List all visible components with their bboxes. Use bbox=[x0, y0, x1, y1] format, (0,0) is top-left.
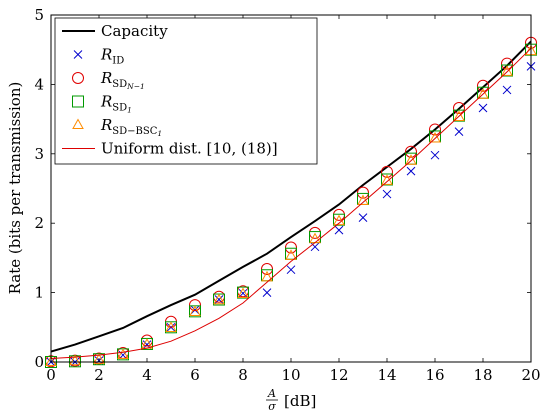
y-tick-label: 4 bbox=[34, 75, 44, 93]
x-axis-label-numerator: A bbox=[267, 387, 276, 400]
x-axis-label: A σ [dB] bbox=[266, 387, 316, 413]
x-tick-label: 14 bbox=[377, 366, 396, 384]
x-tick-label: 12 bbox=[329, 366, 348, 384]
legend-label: RID bbox=[100, 46, 124, 67]
legend-label: RSD−BSC1 bbox=[100, 116, 162, 138]
y-tick-label: 2 bbox=[34, 214, 44, 232]
data-point-rsdn bbox=[189, 299, 201, 312]
data-point-rsdbsc bbox=[453, 110, 465, 122]
x-axis-label-denominator: σ bbox=[268, 400, 276, 413]
data-point-rid bbox=[382, 189, 392, 199]
data-point-rsdbsc bbox=[189, 305, 201, 317]
legend-entry-rsd1: RSD1 bbox=[72, 93, 132, 115]
x-tick-label: 16 bbox=[425, 366, 444, 384]
data-point-rsd1 bbox=[333, 213, 345, 226]
data-point-rsdbsc bbox=[93, 353, 105, 364]
data-point-rid bbox=[262, 288, 272, 297]
y-tick-label: 3 bbox=[34, 145, 44, 163]
data-point-rsdbsc bbox=[237, 287, 249, 298]
data-point-rsd1 bbox=[501, 64, 513, 77]
data-point-rid bbox=[478, 103, 488, 113]
data-point-rsd1 bbox=[381, 173, 393, 186]
legend-entry-rsdn: RSDN−1 bbox=[72, 69, 145, 91]
legend-entry-uniform: Uniform dist. [10, (18)] bbox=[62, 140, 278, 158]
x-tick-label: 6 bbox=[190, 366, 200, 384]
data-point-rsdn bbox=[429, 123, 441, 136]
x-tick-label: 18 bbox=[473, 366, 492, 384]
series-line-capacity bbox=[50, 40, 532, 353]
legend-swatch bbox=[72, 118, 84, 129]
data-point-rid bbox=[334, 225, 344, 235]
data-point-rsdn bbox=[453, 101, 465, 114]
legend-label: RSDN−1 bbox=[100, 69, 145, 91]
x-tick-label: 4 bbox=[142, 366, 152, 384]
legend-swatch bbox=[72, 72, 84, 84]
data-point-rsdbsc bbox=[165, 321, 177, 332]
data-point-rsdbsc bbox=[477, 88, 489, 99]
data-point-rsdn bbox=[405, 145, 417, 158]
data-point-rid bbox=[406, 166, 416, 176]
legend-label: RSD1 bbox=[100, 93, 132, 115]
data-point-rsdn bbox=[261, 263, 273, 276]
data-point-rsdbsc bbox=[501, 65, 513, 76]
legend-swatch bbox=[72, 95, 84, 108]
data-point-rid bbox=[286, 265, 296, 275]
legend-box bbox=[54, 17, 318, 165]
x-tick-label: 8 bbox=[238, 366, 248, 384]
y-tick-label: 1 bbox=[34, 284, 44, 302]
data-point-rsdn bbox=[357, 186, 369, 199]
data-point-rsdbsc bbox=[261, 270, 273, 282]
data-point-rid bbox=[454, 127, 464, 136]
data-point-rsd1 bbox=[453, 109, 465, 122]
x-tick-label: 20 bbox=[521, 366, 540, 384]
data-point-rsdn bbox=[285, 241, 297, 254]
data-point-rid bbox=[214, 295, 224, 304]
legend-label: Capacity bbox=[101, 22, 168, 40]
data-point-rsdn bbox=[477, 79, 489, 92]
data-point-rsdn bbox=[501, 57, 513, 70]
data-point-rsdbsc bbox=[45, 355, 57, 366]
data-point-rid bbox=[310, 242, 320, 252]
data-point-rsdbsc bbox=[69, 354, 81, 366]
legend-entry-rid: RID bbox=[73, 46, 124, 67]
x-tick-label: 10 bbox=[281, 366, 300, 384]
data-point-rsdbsc bbox=[117, 348, 129, 360]
x-axis-label-unit: [dB] bbox=[284, 392, 316, 410]
x-tick-label: 0 bbox=[46, 366, 56, 384]
legend-label: Uniform dist. [10, (18)] bbox=[101, 140, 278, 158]
data-point-rsdbsc bbox=[333, 214, 345, 226]
y-axis-label: Rate (bits per transmission) bbox=[6, 82, 24, 295]
data-point-rsdn bbox=[381, 165, 393, 178]
data-point-rid bbox=[190, 305, 200, 315]
data-point-rsdbsc bbox=[405, 154, 417, 165]
legend-swatch bbox=[73, 50, 83, 59]
data-point-rid bbox=[358, 213, 368, 223]
data-point-rsdn bbox=[213, 290, 225, 303]
data-point-rid bbox=[430, 150, 440, 160]
series-line-uniform bbox=[50, 47, 532, 359]
x-tick-label: 2 bbox=[94, 366, 104, 384]
plot-frame bbox=[50, 14, 532, 363]
legend-entry-capacity: Capacity bbox=[62, 22, 168, 40]
data-point-rsd1 bbox=[237, 286, 249, 299]
data-point-rsdbsc bbox=[285, 249, 297, 260]
data-point-rid bbox=[502, 85, 512, 95]
legend-entry-rsdbsc: RSD−BSC1 bbox=[72, 116, 162, 138]
data-point-rsdbsc bbox=[429, 132, 441, 143]
data-point-rsdbsc bbox=[213, 293, 225, 305]
y-tick-label: 5 bbox=[34, 6, 44, 24]
y-tick-label: 0 bbox=[34, 353, 44, 371]
